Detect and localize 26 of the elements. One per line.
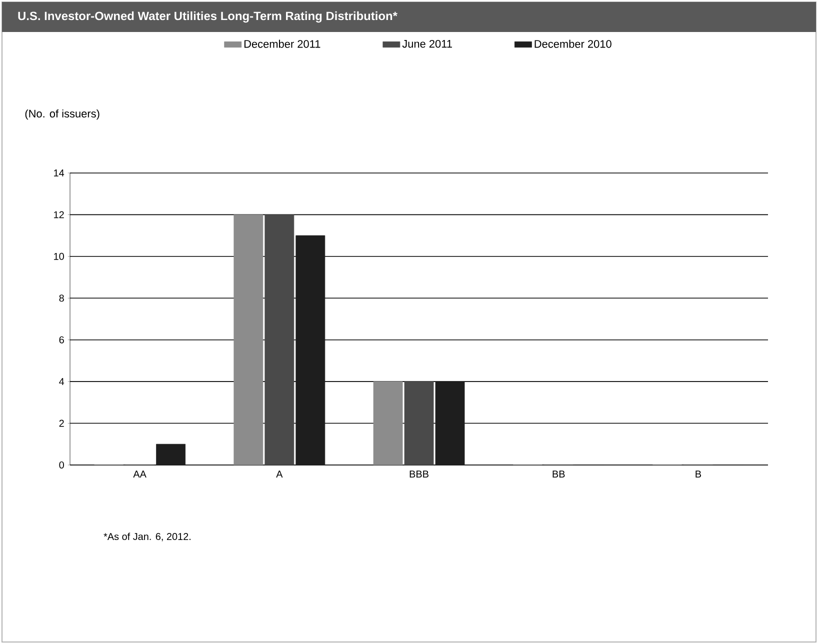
x-tick-label: A <box>276 470 283 478</box>
legend-label: December 2010 <box>534 40 612 48</box>
y-tick-label: 4 <box>59 378 64 385</box>
x-tick-label: BBB <box>410 470 428 478</box>
bar <box>234 214 264 465</box>
bar <box>156 444 186 465</box>
bar <box>373 381 403 465</box>
y-tick-label: 10 <box>54 252 64 260</box>
bar <box>296 235 326 465</box>
text: *As of Jan. 6, 2012. <box>104 532 190 542</box>
y-axis-title: (No. of issuers) <box>25 109 100 120</box>
x-tick-label: AA <box>133 470 146 478</box>
bar <box>404 381 434 465</box>
x-tick-label: BB <box>552 470 565 478</box>
legend-label: June 2011 <box>402 40 452 48</box>
legend-label: December 2011 <box>244 40 320 48</box>
y-tick-label: 14 <box>54 170 64 176</box>
y-tick-label: 0 <box>59 461 64 469</box>
y-tick-label: 2 <box>59 420 64 427</box>
chart-title: U.S. Investor-Owned Water Utilities Long-Term Rating Distribution* <box>18 11 398 23</box>
y-tick-label: 8 <box>59 294 64 302</box>
bar <box>264 214 294 465</box>
bar <box>435 381 465 465</box>
y-tick-label: 6 <box>59 336 64 344</box>
x-tick-label: B <box>696 470 702 478</box>
y-tick-label: 12 <box>54 211 64 218</box>
